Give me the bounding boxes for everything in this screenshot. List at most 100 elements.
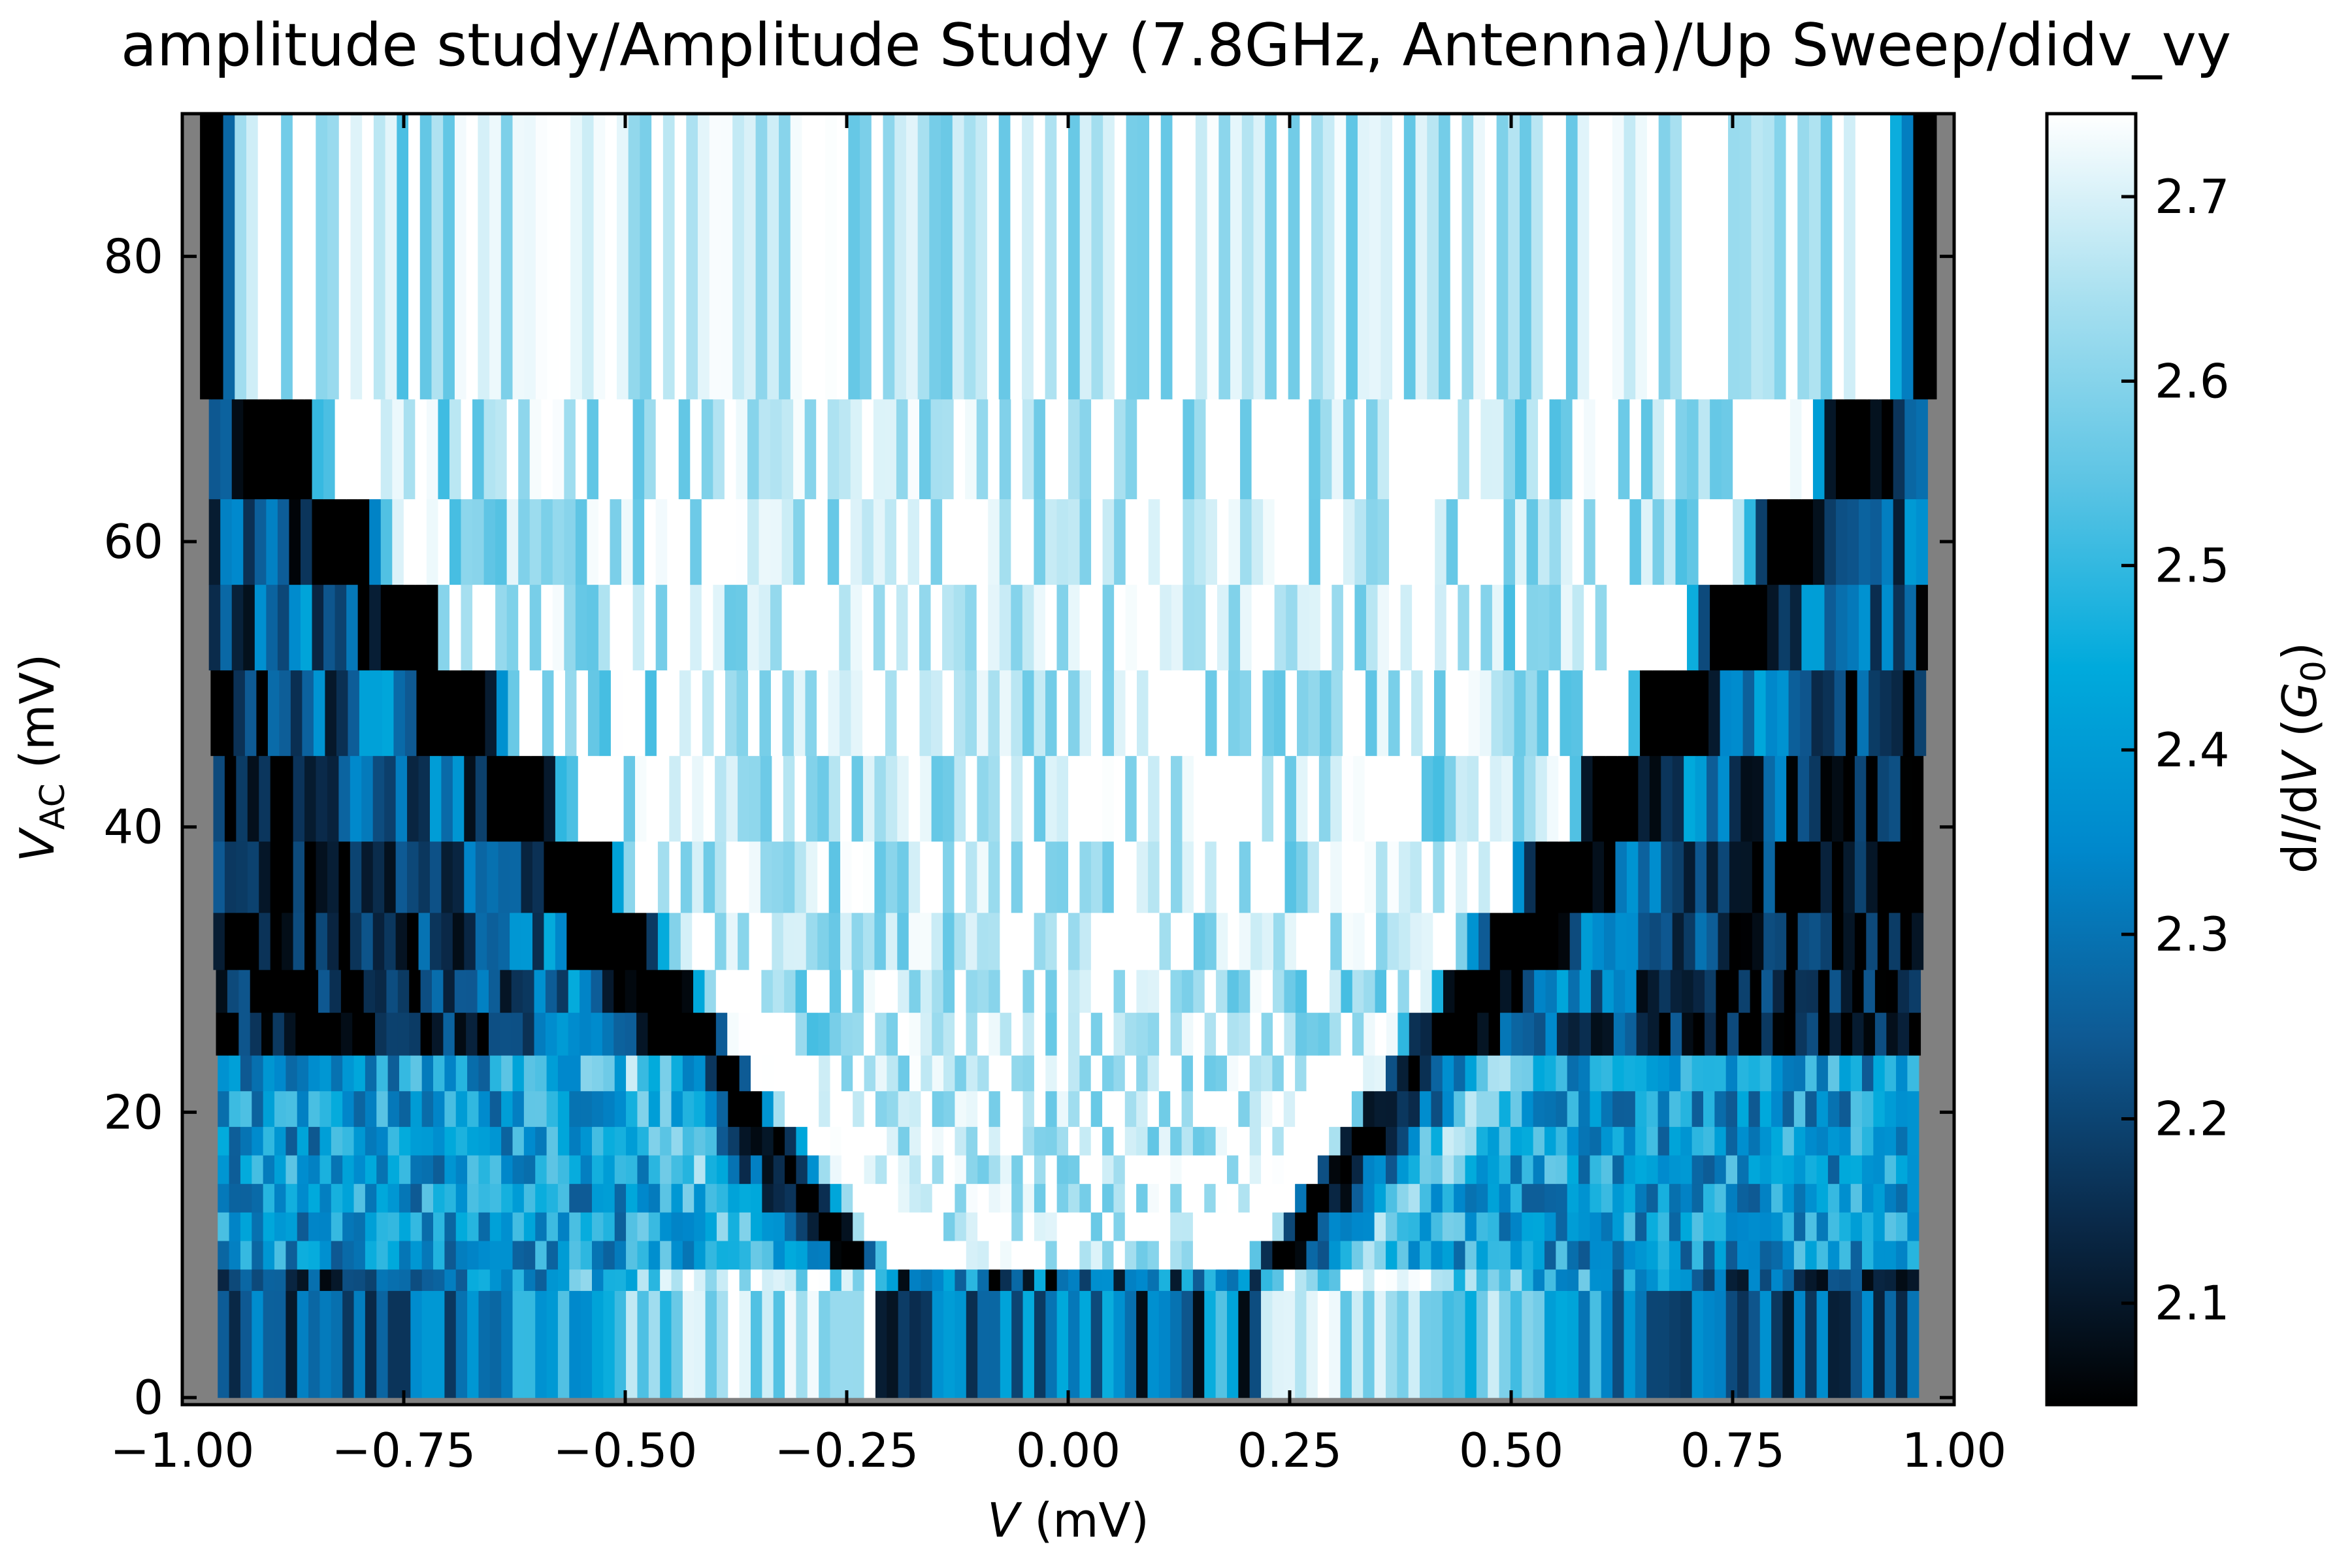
heatmap-cell (495, 399, 508, 500)
heatmap-cell (1170, 1090, 1183, 1127)
heatmap-cell (1710, 498, 1722, 585)
heatmap-cell (635, 912, 647, 970)
heatmap-cell (407, 912, 419, 970)
heatmap-cell (218, 1212, 230, 1241)
heatmap-cell (1136, 912, 1149, 970)
heatmap-cell (885, 498, 897, 585)
heatmap-cell (359, 670, 372, 757)
heatmap-cell (1827, 1090, 1840, 1127)
heatmap-cell (762, 1154, 774, 1184)
heatmap-cell (1652, 584, 1665, 671)
heatmap-cell (208, 584, 221, 671)
heatmap-cell (421, 1055, 434, 1092)
heatmap-cell (1873, 1154, 1886, 1184)
heatmap-cell (362, 114, 374, 400)
heatmap-cell (818, 970, 830, 1013)
heatmap-cell (1171, 912, 1183, 970)
heatmap-cell (738, 1012, 751, 1056)
heatmap-cell (1365, 498, 1379, 585)
heatmap-cell (898, 1212, 910, 1241)
heatmap-cell (1549, 498, 1561, 585)
heatmap-cell (614, 1212, 627, 1241)
heatmap-cell (1759, 1154, 1772, 1184)
heatmap-cell (1556, 1212, 1568, 1241)
heatmap-cell (749, 841, 761, 913)
heatmap-cell (920, 970, 932, 1013)
heatmap-cell (1839, 1290, 1852, 1398)
heatmap-cell (1045, 584, 1058, 671)
heatmap-cell (955, 1183, 967, 1213)
heatmap-cell (592, 1055, 604, 1092)
heatmap-cell (1514, 670, 1526, 757)
heatmap-cell (1147, 1240, 1160, 1270)
heatmap-cell (1205, 841, 1217, 913)
heatmap-cell (293, 912, 305, 970)
heatmap-cell (316, 114, 328, 400)
heatmap-cell (626, 1090, 638, 1127)
heatmap-cell (1795, 1012, 1808, 1056)
heatmap-cell (1805, 1290, 1818, 1398)
heatmap-cell (370, 670, 383, 757)
heatmap-cell (580, 1154, 593, 1184)
heatmap-cell (1261, 1154, 1273, 1184)
heatmap-cell (420, 1012, 433, 1056)
heatmap-cell (1423, 498, 1435, 585)
heatmap-cell (635, 755, 647, 842)
heatmap-cell (909, 1212, 921, 1241)
heatmap-cell (614, 1183, 627, 1213)
heatmap-cell (1624, 1290, 1636, 1398)
heatmap-cell (384, 912, 397, 970)
heatmap-cell (1343, 399, 1356, 500)
heatmap-cell (1465, 1154, 1477, 1184)
heatmap-cell (1079, 584, 1092, 671)
heatmap-cell (420, 970, 433, 1013)
heatmap-cell (1891, 670, 1904, 757)
heatmap-cell (1863, 1012, 1876, 1056)
heatmap-cell (472, 399, 485, 500)
heatmap-cell (535, 1269, 547, 1291)
heatmap-cell (1442, 1090, 1454, 1127)
heatmap-cell (816, 399, 828, 500)
heatmap-cell (1215, 1290, 1228, 1398)
heatmap-cell (546, 1240, 559, 1270)
heatmap-cell (785, 1269, 797, 1291)
heatmap-cell (418, 755, 431, 842)
heatmap-cell (1556, 1240, 1568, 1270)
heatmap-cell (277, 584, 290, 671)
heatmap-cell (557, 1240, 570, 1270)
heatmap-cell (1522, 1012, 1535, 1056)
heatmap-cell (455, 1290, 468, 1398)
heatmap-cell (1478, 841, 1491, 913)
heatmap-cell (1893, 399, 1905, 500)
heatmap-cell (266, 399, 278, 500)
heatmap-cell (1510, 1240, 1522, 1270)
heatmap-cell (1861, 1154, 1874, 1184)
heatmap-cell (977, 1090, 990, 1127)
heatmap-cell (433, 1126, 445, 1156)
heatmap-cell (943, 912, 955, 970)
heatmap-cell (1000, 1183, 1012, 1213)
heatmap-cell (1160, 399, 1172, 500)
heatmap-cell (231, 498, 244, 585)
heatmap-cell (1649, 755, 1661, 842)
heatmap-cell (894, 114, 907, 400)
heatmap-cell (297, 1055, 309, 1092)
heatmap-cell (1010, 114, 1022, 400)
heatmap-cell (702, 670, 715, 757)
heatmap-cell (770, 670, 783, 757)
heatmap-cell (1380, 114, 1393, 400)
heatmap-cell (1635, 1183, 1647, 1213)
heatmap-cell (694, 1154, 706, 1184)
heatmap-cell (1878, 114, 1891, 400)
heatmap-cell (1465, 1290, 1477, 1398)
colorbar-tick-label: 2.2 (2155, 1091, 2230, 1146)
heatmap-cell (1102, 970, 1115, 1013)
heatmap-cell (864, 1240, 876, 1270)
heatmap-cell (966, 1090, 978, 1127)
heatmap-cell (1705, 970, 1716, 1013)
heatmap-cell (592, 1090, 604, 1127)
heatmap-cell (478, 1212, 491, 1241)
heatmap-cell (331, 1269, 343, 1291)
heatmap-cell (1916, 399, 1928, 500)
heatmap-cell (1056, 1154, 1069, 1184)
